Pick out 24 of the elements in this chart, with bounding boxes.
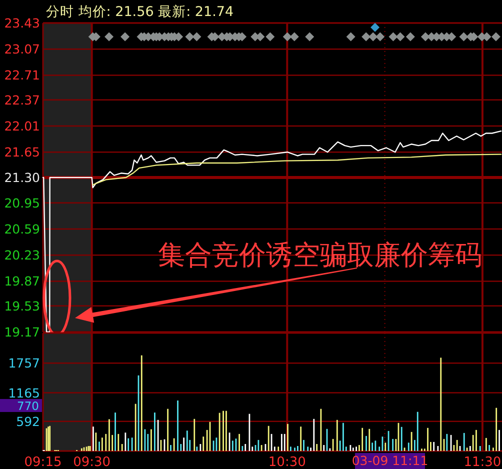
y-tick-label: 22.01: [4, 118, 40, 134]
x-tick-label: 10:30: [268, 455, 306, 469]
annotation: 集合竞价诱空骗取廉价筹码: [158, 240, 482, 271]
x-tick-label: 09:15: [24, 455, 62, 469]
y-tick-label: 21.65: [4, 144, 40, 160]
y-tick-label: 19.87: [4, 274, 40, 289]
y-tick-label: 19.53: [4, 298, 40, 314]
y-tick-label: 22.71: [4, 68, 40, 83]
y-tick-label: 20.95: [4, 195, 40, 210]
text: 770: [17, 399, 39, 413]
y-tick-label: 22.37: [4, 92, 40, 108]
chart-title: 分时 均价: 21.56 最新: 21.74: [46, 4, 234, 20]
y-tick-label: 19.17: [4, 324, 40, 340]
y-tick-label: 1165: [8, 385, 40, 400]
x-tick-label: 11:30: [464, 455, 502, 469]
x-tick-label: 09:30: [73, 455, 111, 469]
y-tick-label: 20.23: [4, 248, 40, 263]
line-series: [92, 154, 502, 186]
y-tick-label: 23.43: [4, 16, 40, 30]
y-tick-label: 21.30: [4, 170, 40, 185]
y-tick-label: 20.59: [4, 222, 40, 236]
y-tick-label: 1757: [8, 356, 40, 371]
y-tick-label: 592: [16, 414, 40, 429]
y-tick-label: 23.07: [4, 42, 40, 57]
